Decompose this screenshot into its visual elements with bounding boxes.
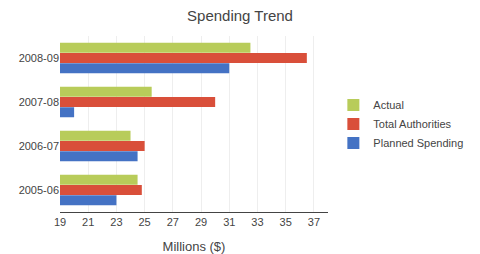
svg-text:29: 29 <box>195 216 207 228</box>
svg-text:27: 27 <box>167 216 179 228</box>
svg-text:23: 23 <box>110 216 122 228</box>
svg-text:2008-09: 2008-09 <box>19 52 59 64</box>
svg-text:31: 31 <box>223 216 235 228</box>
svg-text:21: 21 <box>82 216 94 228</box>
svg-text:Actual: Actual <box>373 99 404 111</box>
svg-text:2007-08: 2007-08 <box>19 96 59 108</box>
svg-text:33: 33 <box>251 216 263 228</box>
svg-text:37: 37 <box>308 216 320 228</box>
svg-text:Millions ($): Millions ($) <box>163 239 226 254</box>
svg-text:Total Authorities: Total Authorities <box>373 118 451 130</box>
svg-text:2005-06: 2005-06 <box>19 184 59 196</box>
svg-text:25: 25 <box>139 216 151 228</box>
svg-text:2006-07: 2006-07 <box>19 140 59 152</box>
svg-text:Spending Trend: Spending Trend <box>187 7 293 24</box>
svg-text:Planned Spending: Planned Spending <box>373 137 463 149</box>
svg-text:35: 35 <box>280 216 292 228</box>
svg-text:19: 19 <box>54 216 66 228</box>
